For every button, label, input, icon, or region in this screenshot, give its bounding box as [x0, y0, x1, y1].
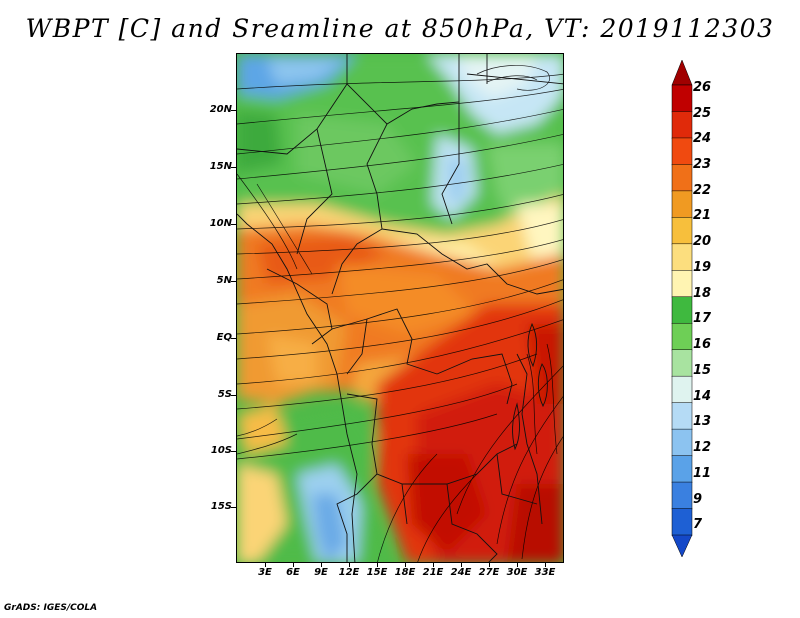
colorbar-label-19: 19: [693, 260, 712, 275]
tick-5s: [231, 395, 236, 396]
lat-label-15n: 15N: [209, 161, 232, 172]
colorbar-segment: [671, 217, 693, 245]
colorbar-segment: [671, 190, 693, 219]
tick-15n: [231, 167, 236, 168]
lat-label-eq: EQ: [216, 332, 232, 343]
tick-12e: [349, 563, 350, 567]
tick-18e: [405, 563, 406, 567]
lon-label-9e: 9E: [314, 567, 328, 578]
streamlines: [237, 65, 563, 562]
colorbar-segment: [671, 481, 693, 510]
tick-33e: [545, 563, 546, 567]
colorbar-segment: [671, 402, 693, 430]
lat-label-10s: 10S: [210, 445, 232, 456]
tick-20n: [231, 110, 236, 111]
lon-label-27e: 27E: [478, 567, 500, 578]
colorbar-label-7: 7: [693, 517, 703, 532]
lat-label-15s: 15S: [210, 501, 232, 512]
colorbar-segment: [671, 164, 693, 192]
lon-label-30e: 30E: [506, 567, 528, 578]
tick-21e: [433, 563, 434, 567]
colorbar-segment: [671, 270, 693, 298]
lat-label-5s: 5S: [217, 389, 232, 400]
colorbar-label-20: 20: [693, 234, 712, 249]
lat-label-20n: 20N: [209, 104, 232, 115]
colorbar-label-23: 23: [693, 157, 712, 172]
lon-label-3e: 3E: [258, 567, 272, 578]
colorbar-label-15: 15: [693, 363, 712, 378]
colorbar-segment: [671, 349, 693, 377]
lon-label-15e: 15E: [366, 567, 388, 578]
lat-label-10n: 10N: [209, 218, 232, 229]
colorbar-segment: [671, 137, 693, 166]
tick-24e: [461, 563, 462, 567]
lon-label-6e: 6E: [286, 567, 300, 578]
colorbar-label-14: 14: [693, 389, 712, 404]
tick-9e: [321, 563, 322, 567]
colorbar-label-26: 26: [693, 80, 712, 95]
colorbar-label-17: 17: [693, 311, 712, 326]
colorbar: [671, 60, 693, 558]
colorbar-label-16: 16: [693, 337, 712, 352]
lon-label-24e: 24E: [450, 567, 472, 578]
tick-27e: [489, 563, 490, 567]
colorbar-lower-triangle: [671, 534, 693, 558]
colorbar-segment: [671, 84, 693, 113]
colorbar-segment: [671, 455, 693, 483]
map-title: WBPT [C] and Sreamline at 850hPa, VT: 20…: [25, 14, 775, 43]
country-borders: [237, 54, 563, 562]
lon-label-33e: 33E: [534, 567, 556, 578]
tick-15s: [231, 507, 236, 508]
tick-30e: [517, 563, 518, 567]
colorbar-label-25: 25: [693, 106, 712, 121]
colorbar-segment: [671, 243, 693, 272]
map-plot-area: [236, 53, 564, 563]
lon-label-18e: 18E: [394, 567, 416, 578]
tick-6e: [293, 563, 294, 567]
colorbar-segment: [671, 508, 693, 536]
tick-5n: [231, 281, 236, 282]
colorbar-label-18: 18: [693, 286, 712, 301]
colorbar-label-11: 11: [693, 466, 712, 481]
colorbar-label-22: 22: [693, 183, 712, 198]
lat-label-5n: 5N: [216, 275, 232, 286]
colorbar-segment: [671, 296, 693, 324]
colorbar-segment: [671, 428, 693, 457]
colorbar-segment: [671, 111, 693, 139]
colorbar-segment: [671, 322, 693, 351]
tick-10s: [231, 451, 236, 452]
lon-label-12e: 12E: [338, 567, 360, 578]
wbpt-shading: [237, 54, 563, 562]
tick-3e: [265, 563, 266, 567]
colorbar-label-9: 9: [693, 492, 703, 507]
colorbar-label-12: 12: [693, 440, 712, 455]
colorbar-segment: [671, 375, 693, 404]
colorbar-label-21: 21: [693, 208, 712, 223]
grads-credit: GrADS: IGES/COLA: [4, 603, 98, 613]
tick-15e: [377, 563, 378, 567]
colorbar-label-13: 13: [693, 414, 712, 429]
lon-label-21e: 21E: [422, 567, 444, 578]
tick-eq: [231, 338, 236, 339]
colorbar-upper-triangle: [671, 60, 693, 86]
tick-10n: [231, 224, 236, 225]
colorbar-label-24: 24: [693, 131, 712, 146]
